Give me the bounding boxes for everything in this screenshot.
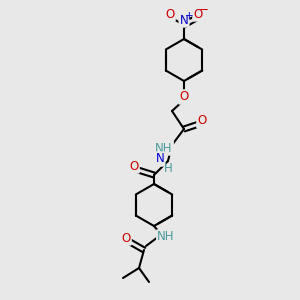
Text: O: O [179, 91, 189, 103]
Text: H: H [164, 161, 172, 175]
Text: NH: NH [157, 230, 175, 244]
Text: −: − [199, 4, 209, 16]
Text: +: + [185, 11, 193, 21]
Text: N: N [156, 152, 164, 166]
Text: O: O [129, 160, 139, 172]
Text: N: N [180, 14, 188, 26]
Text: O: O [194, 8, 202, 20]
Text: O: O [165, 8, 175, 20]
Text: NH: NH [155, 142, 173, 154]
Text: O: O [197, 115, 207, 128]
Text: O: O [122, 232, 130, 244]
